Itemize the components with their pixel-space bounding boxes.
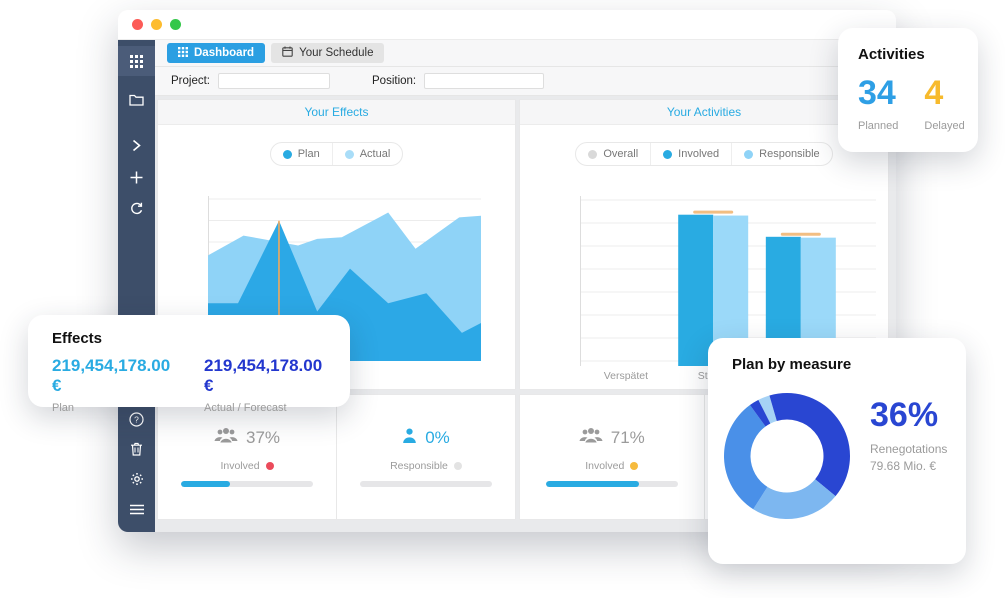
- project-input[interactable]: [218, 73, 330, 89]
- project-label: Project:: [171, 75, 210, 87]
- metric-plan: 219,454,178.00 € Plan: [52, 356, 174, 414]
- legend-actual-label: Actual: [359, 148, 391, 160]
- overall-dot: [588, 149, 598, 159]
- progress-bar: [181, 480, 313, 487]
- svg-text:Verspätet: Verspätet: [604, 370, 648, 382]
- chevron-right-icon[interactable]: [118, 132, 155, 158]
- measure-amount: 79.68 Mio. €: [870, 458, 937, 473]
- apps-grid-icon[interactable]: [118, 46, 155, 76]
- svg-text:?: ?: [134, 414, 139, 424]
- position-label: Position:: [372, 75, 417, 87]
- legend-item-responsible[interactable]: Responsible: [731, 143, 832, 165]
- refresh-icon[interactable]: [118, 196, 155, 222]
- legend-item-involved[interactable]: Involved: [650, 143, 731, 165]
- actual-forecast-value: 219,454,178.00 €: [204, 356, 323, 395]
- legend-overall-label: Overall: [603, 148, 639, 160]
- plan-label: Plan: [52, 402, 75, 414]
- plan-by-measure-card: Plan by measure 36% Renegotations 79.68 …: [708, 338, 966, 564]
- people-group-icon: [579, 427, 603, 449]
- delayed-value: 4: [924, 74, 944, 112]
- people-group-icon: [214, 427, 238, 449]
- plan-by-measure-title: Plan by measure: [732, 356, 852, 373]
- panel-your-effects-title: Your Effects: [158, 100, 515, 125]
- status-dot-gray: [453, 461, 462, 470]
- plus-icon[interactable]: [118, 164, 155, 190]
- legend-plan-label: Plan: [297, 148, 320, 160]
- dashboard-grid-icon: [178, 46, 188, 60]
- trash-icon[interactable]: [118, 436, 155, 462]
- effects-legend: Plan Actual: [269, 142, 404, 166]
- plan-by-measure-donut-chart: [724, 393, 850, 519]
- status-dot-red: [265, 461, 274, 470]
- metric-planned: 34 Planned: [858, 74, 899, 133]
- activities-legend: Overall Involved Responsible: [575, 142, 833, 166]
- tab-dashboard-label: Dashboard: [194, 47, 255, 59]
- tab-your-schedule[interactable]: Your Schedule: [271, 43, 385, 63]
- stat-label: Involved: [585, 459, 625, 472]
- window-titlebar: [118, 10, 896, 40]
- folder-icon[interactable]: [118, 86, 155, 112]
- position-input[interactable]: [424, 73, 545, 89]
- panel-stats-left: 37% Involved: [157, 394, 516, 520]
- plan-value: 219,454,178.00 €: [52, 356, 171, 395]
- delayed-label: Delayed: [924, 120, 965, 133]
- zoom-window-button[interactable]: [170, 19, 181, 30]
- stat-involved-71: 71% Involved: [520, 395, 705, 519]
- stat-percent: 37%: [245, 428, 281, 447]
- legend-responsible-label: Responsible: [759, 148, 820, 160]
- activities-summary-card: Activities 34 Planned 4 Delayed: [838, 28, 978, 152]
- close-window-button[interactable]: [132, 19, 143, 30]
- measure-label: Renegotations: [870, 442, 948, 456]
- person-icon: [402, 428, 417, 449]
- stat-label: Responsible: [390, 459, 448, 472]
- involved-dot: [663, 149, 673, 159]
- legend-involved-label: Involved: [678, 148, 720, 160]
- stat-involved-37: 37% Involved: [158, 395, 337, 519]
- stat-percent: 71%: [610, 428, 645, 447]
- settings-gear-icon[interactable]: [118, 466, 155, 492]
- planned-label: Planned: [858, 120, 899, 133]
- stat-percent: 0%: [425, 428, 450, 447]
- legend-item-overall[interactable]: Overall: [576, 143, 650, 165]
- sidebar: ?: [118, 40, 155, 532]
- status-dot-yellow: [630, 461, 639, 470]
- effects-card-title: Effects: [52, 330, 103, 347]
- metric-actual-forecast: 219,454,178.00 € Actual / Forecast: [204, 356, 326, 414]
- effects-summary-card: Effects 219,454,178.00 € Plan 219,454,17…: [28, 315, 350, 414]
- measure-percent: 36%: [870, 396, 939, 434]
- tab-dashboard[interactable]: Dashboard: [167, 43, 266, 63]
- planned-value: 34: [858, 74, 896, 112]
- app-window: ?: [118, 10, 896, 532]
- minimize-window-button[interactable]: [151, 19, 162, 30]
- tab-your-schedule-label: Your Schedule: [299, 47, 374, 59]
- actual-forecast-label: Actual / Forecast: [204, 402, 287, 414]
- progress-bar: [360, 480, 492, 487]
- legend-item-plan[interactable]: Plan: [271, 143, 332, 165]
- menu-icon[interactable]: [118, 496, 155, 522]
- legend-item-actual[interactable]: Actual: [331, 143, 403, 165]
- panel-your-activities-title: Your Activities: [520, 100, 888, 125]
- help-icon[interactable]: ?: [118, 406, 155, 432]
- metric-delayed: 4 Delayed: [924, 74, 965, 133]
- tab-bar: Dashboard Your Schedule: [155, 40, 896, 67]
- panel-your-effects: Your Effects Plan Actual: [157, 99, 516, 390]
- stat-responsible-0: 0% Responsible: [337, 395, 515, 519]
- responsible-dot: [744, 149, 754, 159]
- plan-dot: [282, 149, 292, 159]
- actual-dot: [344, 149, 354, 159]
- filter-bar: Project: Position:: [155, 67, 896, 96]
- activities-card-title: Activities: [858, 46, 925, 63]
- progress-bar: [545, 480, 678, 487]
- stat-label: Involved: [220, 459, 260, 472]
- calendar-icon: [282, 46, 293, 60]
- main-content: Dashboard Your Schedule Project: Positio…: [155, 40, 896, 532]
